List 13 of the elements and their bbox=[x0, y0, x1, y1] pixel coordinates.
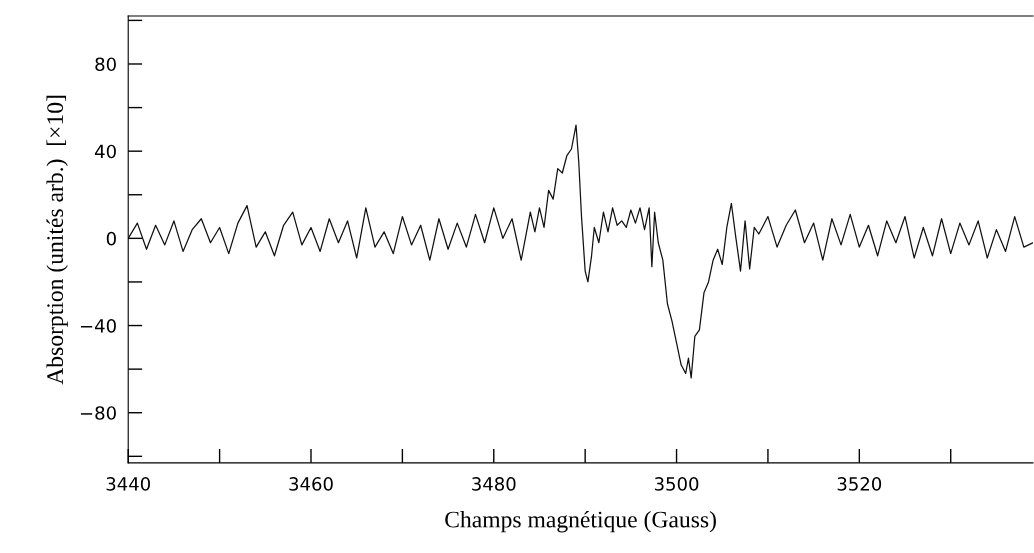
x-axis-title: Champs magnétique (Gauss) bbox=[445, 510, 716, 533]
y-tick-label: 0 bbox=[106, 231, 116, 246]
x-tick-label: 3480 bbox=[472, 477, 516, 491]
y-axis-title: Absorption (unités arb.) [×10] bbox=[46, 95, 68, 385]
x-tick-label: 3500 bbox=[654, 477, 699, 491]
line-series bbox=[128, 124, 1033, 379]
x-tick-label: 3520 bbox=[837, 477, 882, 491]
y-tick-label: −80 bbox=[80, 406, 116, 420]
y-tick-label: 40 bbox=[95, 144, 116, 159]
y-tick-label: 80 bbox=[95, 57, 116, 72]
x-tick-label: 3460 bbox=[289, 477, 333, 491]
y-tick-label: −40 bbox=[80, 319, 116, 333]
x-tick-label: 3440 bbox=[106, 477, 150, 491]
